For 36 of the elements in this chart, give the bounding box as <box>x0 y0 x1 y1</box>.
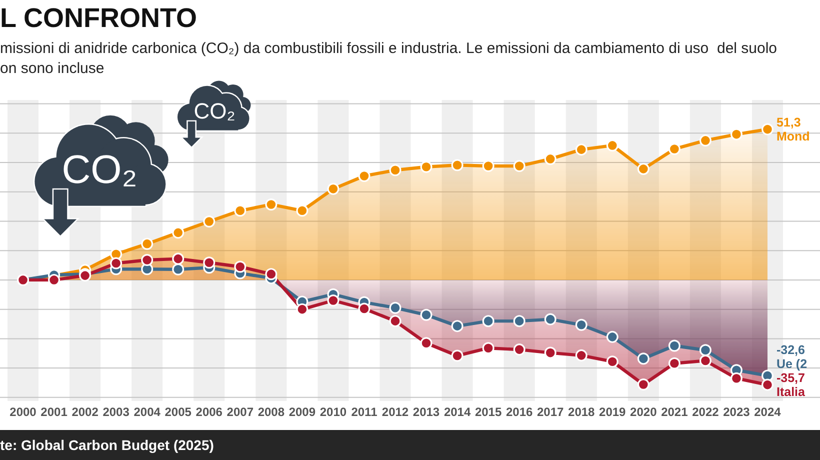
x-tick-label: 2023 <box>723 405 750 419</box>
data-label: -35,7 <box>776 371 806 386</box>
data-label: 51,3 <box>776 116 801 130</box>
data-label: -32,6 <box>776 343 806 358</box>
x-tick-label: 2021 <box>661 405 688 419</box>
x-tick-label: 2001 <box>40 405 68 419</box>
x-tick-label: 2017 <box>537 405 564 419</box>
x-tick-label: 2024 <box>754 405 782 419</box>
text: CO₂ <box>194 98 236 124</box>
text: te: Global Carbon Budget (2025) <box>0 437 214 453</box>
x-tick-label: 2013 <box>412 405 440 419</box>
series-label: Italia <box>776 385 806 400</box>
x-tick-label: 2018 <box>568 405 596 419</box>
x-tick-label: 2007 <box>226 405 254 419</box>
x-tick-label: 2011 <box>351 405 378 419</box>
x-tick-label: 2014 <box>444 405 471 419</box>
series-label: Ue (2 <box>776 357 808 372</box>
x-tick-label: 2004 <box>134 405 161 419</box>
x-tick-label: 2006 <box>196 405 223 419</box>
x-tick-label: 2015 <box>474 405 502 419</box>
x-tick-label: 2022 <box>692 405 720 419</box>
x-tick-label: 2009 <box>288 405 316 419</box>
chart-title: L CONFRONTO <box>0 3 198 33</box>
annotation: CO₂ <box>62 148 138 192</box>
x-tick-label: 2008 <box>258 405 285 419</box>
chart-subtitle: missioni di anidride carbonica (CO₂) da combustibili fossili e industria. Le emissioni da cambiamento di uso del suolo on sono incluse <box>0 40 778 77</box>
x-tick-label: 2000 <box>10 405 37 419</box>
x-tick-label: 2003 <box>102 405 130 419</box>
x-tick-label: 2010 <box>320 405 347 419</box>
x-tick-label: 2020 <box>630 405 658 419</box>
x-tick-label: 2016 <box>506 405 533 419</box>
x-tick-label: 2002 <box>72 405 99 419</box>
series-label: Mond <box>776 130 810 144</box>
x-tick-label: 2005 <box>164 405 192 419</box>
x-tick-label: 2019 <box>599 405 626 419</box>
x-tick-label: 2012 <box>382 405 409 419</box>
